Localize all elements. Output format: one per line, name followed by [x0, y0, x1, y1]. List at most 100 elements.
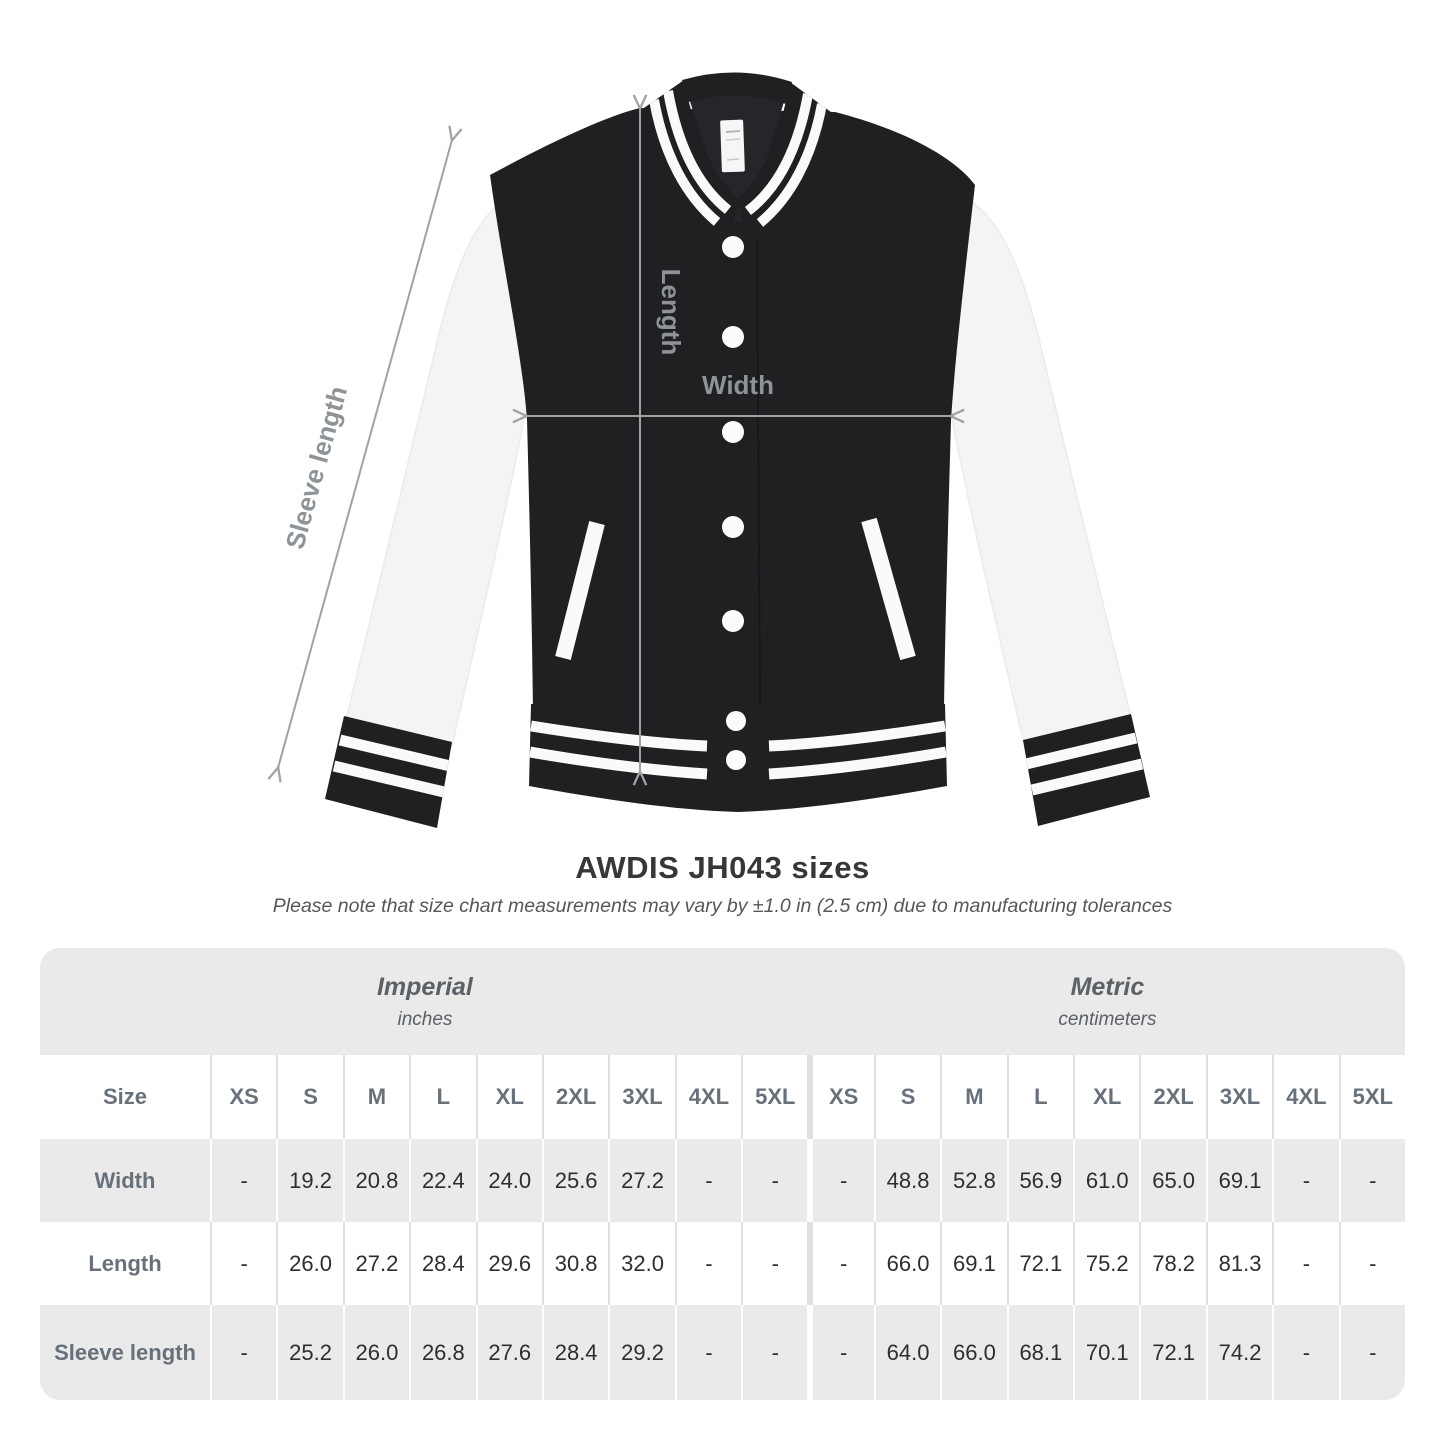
size-header-imperial-l: L	[411, 1055, 476, 1139]
value-cell: -	[212, 1222, 277, 1305]
value-cell: 68.1	[1008, 1305, 1074, 1400]
right-cuff-stripes	[1024, 732, 1144, 796]
size-header-imperial-xl: XL	[477, 1055, 542, 1139]
sleeve-length-dimension-line	[278, 140, 452, 768]
size-header-metric-xs: XS	[809, 1055, 874, 1139]
value-cell: -	[743, 1139, 808, 1222]
value-cell: 78.2	[1141, 1222, 1206, 1305]
value-cell: 19.2	[278, 1139, 343, 1222]
metric-unit-header: Metric centimeters	[810, 948, 1405, 1055]
value-cell: 24.0	[477, 1139, 542, 1222]
value-cell: 30.8	[543, 1222, 609, 1305]
left-pocket-slit	[555, 521, 605, 660]
value-cell: 74.2	[1207, 1305, 1273, 1400]
value-cell: 27.2	[344, 1222, 410, 1305]
size-header-row: Size XS S M L XL 2XL 3XL 4XL 5XL XS S M L XL 2XL 3XL 4XL 5…	[40, 1055, 1405, 1139]
value-cell: -	[743, 1305, 808, 1400]
sleeve-length-label: Sleeve length	[279, 383, 353, 553]
value-cell: 56.9	[1008, 1139, 1074, 1222]
metric-sublabel: centimeters	[1058, 1008, 1157, 1030]
measure-row-label: Width	[40, 1139, 210, 1222]
measure-row-label: Sleeve length	[40, 1305, 210, 1400]
value-cell: 66.0	[875, 1222, 941, 1305]
value-cell: 66.0	[942, 1305, 1007, 1400]
size-header-metric-m: M	[942, 1055, 1007, 1139]
value-cell: -	[743, 1222, 808, 1305]
size-header-imperial-s: S	[278, 1055, 343, 1139]
size-header-imperial-xs: XS	[212, 1055, 277, 1139]
measure-row-width: Width -19.2 20.8 22.4 24.0 25.6 27.2- - -48.8 52.…	[40, 1139, 1405, 1222]
jacket-illustration: Sleeve length Length Width	[0, 72, 1150, 828]
value-cell: 75.2	[1075, 1222, 1140, 1305]
size-header-metric-xl: XL	[1075, 1055, 1140, 1139]
page-title: AWDIS JH043 sizes	[575, 850, 870, 885]
size-header-metric-4xl: 4XL	[1274, 1055, 1339, 1139]
imperial-sublabel: inches	[397, 1008, 453, 1030]
value-cell: 32.0	[610, 1222, 675, 1305]
value-cell: -	[1340, 1139, 1405, 1222]
size-header-metric-2xl: 2XL	[1141, 1055, 1206, 1139]
size-header-metric-s: S	[875, 1055, 941, 1139]
value-cell: -	[1274, 1139, 1339, 1222]
value-cell: -	[1274, 1222, 1339, 1305]
value-cell: -	[809, 1305, 874, 1400]
value-cell: -	[1340, 1222, 1405, 1305]
jacket-measurement-diagram: Sleeve length Length Width	[0, 72, 1150, 828]
collar	[641, 72, 835, 238]
value-cell: 52.8	[942, 1139, 1007, 1222]
value-cell: 25.6	[543, 1139, 609, 1222]
unit-header-row: Imperial inches Metric centimeters	[40, 948, 1405, 1055]
right-pocket-slit	[861, 517, 916, 661]
tolerance-note: Please note that size chart measurements…	[272, 895, 1173, 917]
size-header-imperial-5xl: 5XL	[743, 1055, 808, 1139]
value-cell: 72.1	[1141, 1305, 1206, 1400]
measure-row-label: Length	[40, 1222, 210, 1305]
size-header-imperial-2xl: 2XL	[543, 1055, 609, 1139]
value-cell: -	[809, 1139, 874, 1222]
value-cell: 48.8	[875, 1139, 941, 1222]
value-cell: 29.2	[610, 1305, 675, 1400]
length-label: Length	[656, 269, 686, 356]
value-cell: -	[809, 1222, 874, 1305]
value-cell: 29.6	[477, 1222, 542, 1305]
value-cell: 22.4	[411, 1139, 476, 1222]
value-cell: -	[676, 1222, 742, 1305]
placket-seam	[756, 241, 761, 705]
size-column-header: Size	[40, 1055, 210, 1139]
neck-label-tag	[720, 119, 745, 173]
value-cell: 26.8	[411, 1305, 476, 1400]
width-label: Width	[702, 370, 774, 400]
value-cell: 26.0	[278, 1222, 343, 1305]
value-cell: 28.4	[543, 1305, 609, 1400]
value-cell: 69.1	[1207, 1139, 1273, 1222]
value-cell: -	[212, 1139, 277, 1222]
value-cell: 70.1	[1075, 1305, 1140, 1400]
value-cell: 64.0	[875, 1305, 941, 1400]
size-header-imperial-4xl: 4XL	[676, 1055, 742, 1139]
size-header-imperial-m: M	[344, 1055, 410, 1139]
value-cell: 72.1	[1008, 1222, 1074, 1305]
value-cell: 25.2	[278, 1305, 343, 1400]
imperial-unit-header: Imperial inches	[40, 948, 810, 1055]
value-cell: 27.6	[477, 1305, 542, 1400]
measure-row-length: Length -26.0 27.2 28.4 29.6 30.8 32.0- - -66.0 69…	[40, 1222, 1405, 1305]
size-header-metric-3xl: 3XL	[1207, 1055, 1273, 1139]
value-cell: -	[1274, 1305, 1339, 1400]
value-cell: -	[212, 1305, 277, 1400]
size-header-imperial-3xl: 3XL	[610, 1055, 675, 1139]
value-cell: 28.4	[411, 1222, 476, 1305]
size-header-metric-l: L	[1008, 1055, 1074, 1139]
value-cell: -	[676, 1139, 742, 1222]
value-cell: 27.2	[610, 1139, 675, 1222]
size-header-metric-5xl: 5XL	[1340, 1055, 1405, 1139]
value-cell: -	[1340, 1305, 1405, 1400]
value-cell: 69.1	[942, 1222, 1007, 1305]
measure-row-sleeve-length: Sleeve length -25.2 26.0 26.8 27.6 28.4 29.2- -…	[40, 1305, 1405, 1400]
value-cell: -	[676, 1305, 742, 1400]
value-cell: 65.0	[1141, 1139, 1206, 1222]
value-cell: 81.3	[1207, 1222, 1273, 1305]
value-cell: 26.0	[344, 1305, 410, 1400]
value-cell: 61.0	[1075, 1139, 1140, 1222]
value-cell: 20.8	[344, 1139, 410, 1222]
snap-buttons	[722, 236, 746, 770]
